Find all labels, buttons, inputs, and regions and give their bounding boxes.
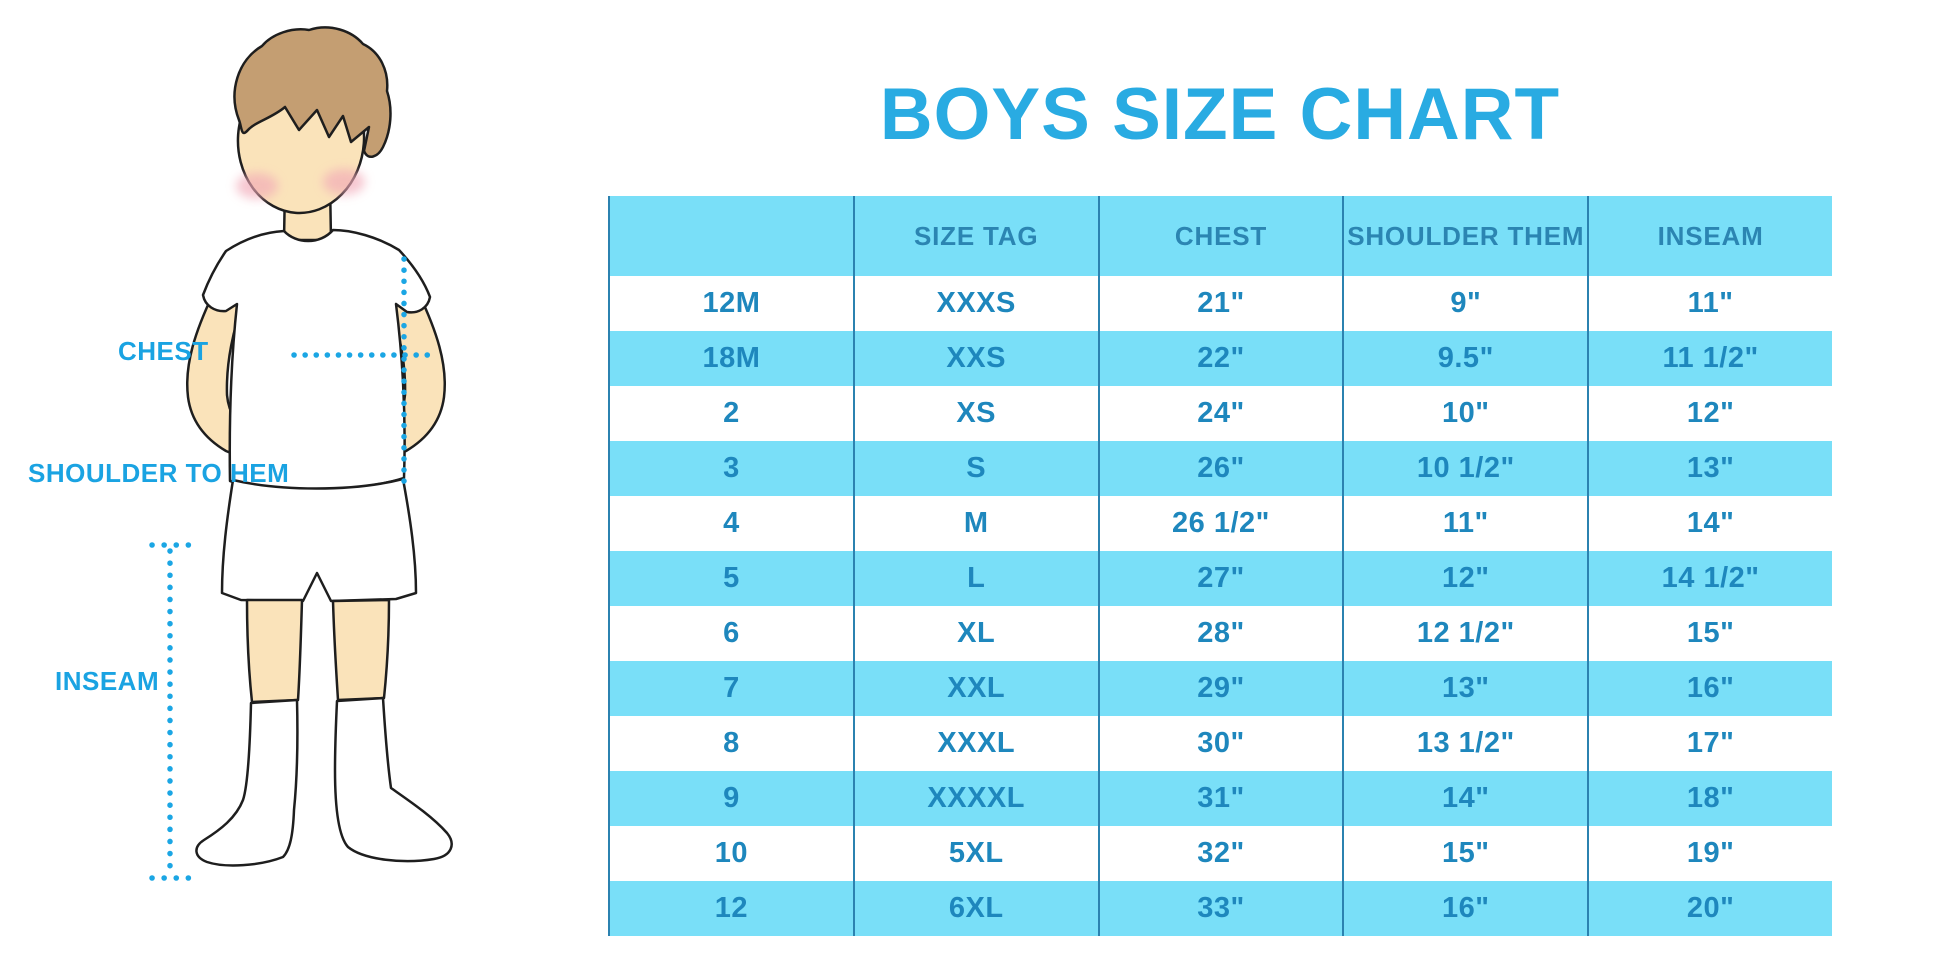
cell-chest: 33"	[1097, 881, 1343, 936]
cell-size-tag: XXXL	[852, 716, 1098, 771]
cell-shoulder: 9"	[1342, 276, 1587, 331]
cell-shoulder: 10 1/2"	[1342, 441, 1587, 496]
cell-chest: 30"	[1097, 716, 1343, 771]
table-row: 3 S 26" 10 1/2" 13"	[608, 441, 1832, 496]
table-row: 5 L 27" 12" 14 1/2"	[608, 551, 1832, 606]
cell-size-tag: L	[852, 551, 1098, 606]
cell-size: 3	[608, 441, 853, 496]
cell-shoulder: 13 1/2"	[1342, 716, 1587, 771]
cell-chest: 29"	[1097, 661, 1343, 716]
header-cell-blank	[608, 196, 853, 276]
cell-size: 10	[608, 826, 853, 881]
cell-inseam: 16"	[1587, 661, 1832, 716]
cell-size-tag: XXL	[852, 661, 1098, 716]
boy-right-leg	[331, 598, 391, 702]
cell-size: 6	[608, 606, 853, 661]
boy-left-blush	[236, 173, 278, 199]
cell-size-tag: XL	[852, 606, 1098, 661]
table-row: 10 5XL 32" 15" 19"	[608, 826, 1832, 881]
table-row: 8 XXXL 30" 13 1/2" 17"	[608, 716, 1832, 771]
boy-hair	[233, 26, 392, 159]
cell-chest: 28"	[1097, 606, 1343, 661]
cell-shoulder: 10"	[1342, 386, 1587, 441]
cell-size-tag: S	[852, 441, 1098, 496]
table-row: 18M XXS 22" 9.5" 11 1/2"	[608, 331, 1832, 386]
cell-size: 18M	[608, 331, 853, 386]
cell-inseam: 13"	[1587, 441, 1832, 496]
cell-inseam: 11 1/2"	[1587, 331, 1832, 386]
cell-inseam: 14 1/2"	[1587, 551, 1832, 606]
cell-inseam: 18"	[1587, 771, 1832, 826]
boy-left-leg	[245, 598, 304, 704]
table-row: 12M XXXS 21" 9" 11"	[608, 276, 1832, 331]
cell-size: 2	[608, 386, 853, 441]
cell-size-tag: 6XL	[852, 881, 1098, 936]
cell-size: 4	[608, 496, 853, 551]
cell-size-tag: M	[852, 496, 1098, 551]
cell-shoulder: 14"	[1342, 771, 1587, 826]
cell-inseam: 12"	[1587, 386, 1832, 441]
cell-size: 8	[608, 716, 853, 771]
cell-shoulder: 16"	[1342, 881, 1587, 936]
cell-size: 12M	[608, 276, 853, 331]
cell-shoulder: 13"	[1342, 661, 1587, 716]
cell-shoulder: 11"	[1342, 496, 1587, 551]
cell-size: 5	[608, 551, 853, 606]
boy-left-sock	[195, 698, 299, 867]
cell-shoulder: 9.5"	[1342, 331, 1587, 386]
header-cell-size-tag: SIZE TAG	[852, 196, 1098, 276]
shoulder-to-hem-measure-label: SHOULDER TO HEM	[28, 458, 290, 488]
cell-size-tag: XXS	[852, 331, 1098, 386]
table-row: 9 XXXXL 31" 14" 18"	[608, 771, 1832, 826]
cell-inseam: 17"	[1587, 716, 1832, 771]
cell-chest: 26"	[1097, 441, 1343, 496]
cell-chest: 26 1/2"	[1097, 496, 1343, 551]
cell-size-tag: XXXXL	[852, 771, 1098, 826]
cell-size-tag: 5XL	[852, 826, 1098, 881]
cell-inseam: 14"	[1587, 496, 1832, 551]
inseam-measure-label: INSEAM	[55, 666, 160, 696]
size-table: SIZE TAG CHEST SHOULDER THEM INSEAM 12M …	[608, 196, 1832, 936]
cell-size-tag: XXXS	[852, 276, 1098, 331]
boy-shirt	[201, 228, 432, 491]
cell-inseam: 20"	[1587, 881, 1832, 936]
chest-measure-label: CHEST	[118, 336, 209, 366]
cell-shoulder: 15"	[1342, 826, 1587, 881]
header-cell-shoulder: SHOULDER THEM	[1342, 196, 1587, 276]
table-row: 6 XL 28" 12 1/2" 15"	[608, 606, 1832, 661]
cell-chest: 24"	[1097, 386, 1343, 441]
table-row: 7 XXL 29" 13" 16"	[608, 661, 1832, 716]
cell-inseam: 19"	[1587, 826, 1832, 881]
boy-right-blush	[323, 169, 365, 195]
header-cell-chest: CHEST	[1097, 196, 1343, 276]
cell-shoulder: 12"	[1342, 551, 1587, 606]
table-header-row: SIZE TAG CHEST SHOULDER THEM INSEAM	[608, 196, 1832, 276]
cell-chest: 31"	[1097, 771, 1343, 826]
boy-figure-illustration	[149, 26, 453, 881]
header-cell-inseam: INSEAM	[1587, 196, 1832, 276]
cell-size: 9	[608, 771, 853, 826]
boy-shorts	[220, 477, 418, 603]
cell-size: 7	[608, 661, 853, 716]
cell-inseam: 15"	[1587, 606, 1832, 661]
cell-size: 12	[608, 881, 853, 936]
cell-chest: 22"	[1097, 331, 1343, 386]
cell-shoulder: 12 1/2"	[1342, 606, 1587, 661]
page-title: BOYS SIZE CHART	[879, 74, 1561, 155]
cell-chest: 27"	[1097, 551, 1343, 606]
cell-chest: 21"	[1097, 276, 1343, 331]
table-row: 12 6XL 33" 16" 20"	[608, 881, 1832, 936]
cell-inseam: 11"	[1587, 276, 1832, 331]
cell-chest: 32"	[1097, 826, 1343, 881]
table-row: 4 M 26 1/2" 11" 14"	[608, 496, 1832, 551]
table-row: 2 XS 24" 10" 12"	[608, 386, 1832, 441]
cell-size-tag: XS	[852, 386, 1098, 441]
boy-right-sock	[333, 696, 453, 863]
